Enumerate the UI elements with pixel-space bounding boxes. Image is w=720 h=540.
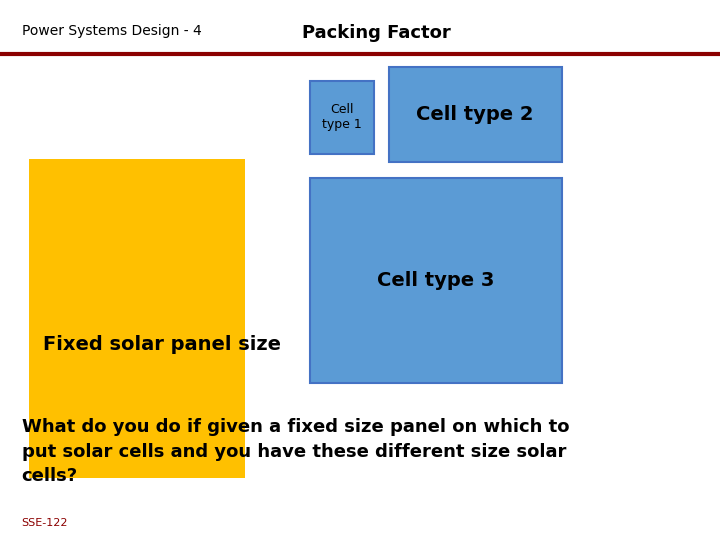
Bar (310, 178, 562, 383)
Bar (310, 81, 374, 154)
Text: Power Systems Design - 4: Power Systems Design - 4 (22, 24, 202, 38)
Text: What do you do if given a fixed size panel on which to
put solar cells and you h: What do you do if given a fixed size pan… (22, 418, 569, 485)
Bar (29, 159, 245, 478)
Text: Cell type 2: Cell type 2 (416, 105, 534, 124)
Text: Packing Factor: Packing Factor (302, 24, 451, 42)
Bar (389, 68, 562, 162)
Text: SSE-122: SSE-122 (22, 518, 68, 528)
Text: Fixed solar panel size: Fixed solar panel size (43, 335, 282, 354)
Text: Cell
type 1: Cell type 1 (322, 104, 362, 131)
Text: Cell type 3: Cell type 3 (377, 271, 495, 291)
